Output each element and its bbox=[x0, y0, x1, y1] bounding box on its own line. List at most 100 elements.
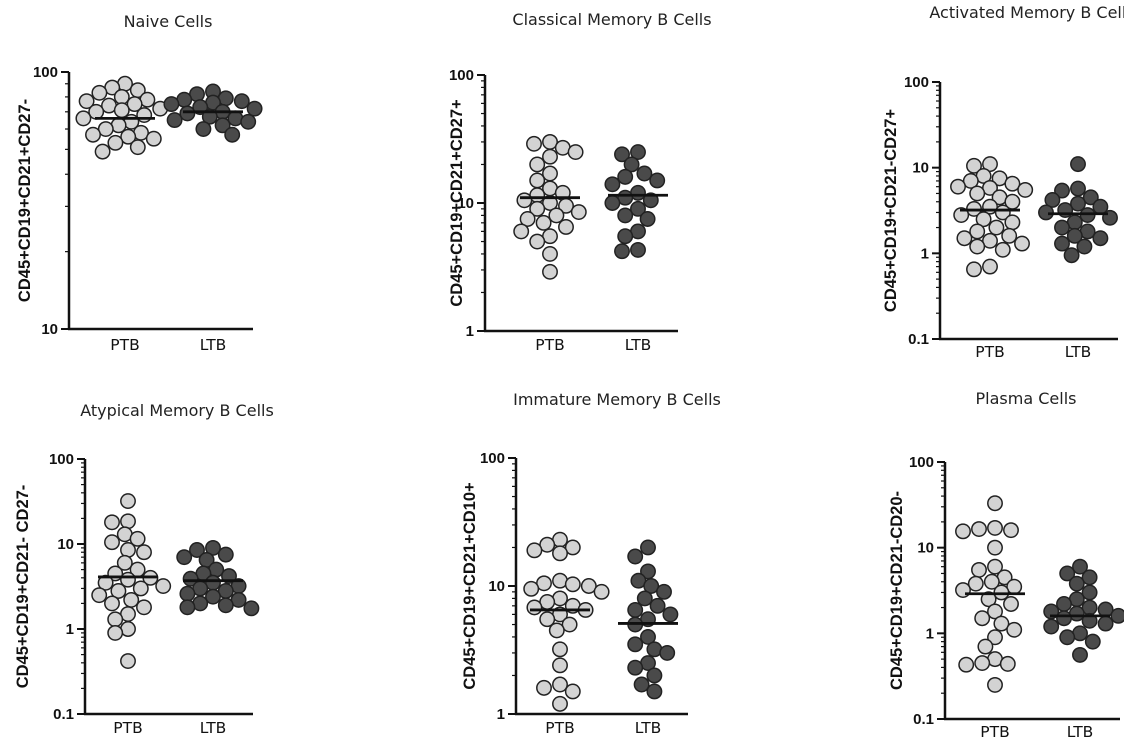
data-point-ptb bbox=[526, 599, 543, 616]
data-point-ptb bbox=[129, 530, 146, 547]
data-point-ltb bbox=[1054, 182, 1070, 199]
data-point-ltb bbox=[1070, 156, 1086, 173]
panel-2: Classical Memory B Cells CD45+CD19+CD21+C… bbox=[448, 10, 712, 354]
x-category-label: LTB bbox=[200, 336, 227, 354]
data-point-ltb bbox=[627, 601, 644, 618]
data-point-ltb bbox=[1092, 230, 1109, 247]
data-point-ltb bbox=[649, 172, 666, 189]
y-tick-label: 10 bbox=[488, 578, 505, 595]
data-point-ptb bbox=[987, 629, 1003, 646]
data-point-ptb bbox=[999, 655, 1016, 672]
data-point-ltb bbox=[643, 578, 660, 594]
data-point-ptb bbox=[1006, 621, 1023, 638]
data-point-ptb bbox=[1003, 596, 1019, 612]
data-point-ptb bbox=[136, 599, 152, 616]
data-point-ltb bbox=[646, 683, 663, 700]
data-point-ptb bbox=[955, 523, 971, 540]
data-point-ptb bbox=[91, 587, 108, 604]
data-point-ltb bbox=[179, 585, 196, 602]
data-point-ltb bbox=[604, 195, 621, 211]
data-point-ptb bbox=[993, 615, 1010, 632]
data-point-ptb bbox=[548, 622, 565, 639]
y-tick-label: 100 bbox=[449, 67, 474, 84]
panel-title: Immature Memory B Cells bbox=[513, 390, 721, 409]
data-point-ptb bbox=[516, 192, 533, 209]
y-axis-label: CD45+CD19+CD21+CD27+ bbox=[448, 99, 466, 306]
data-point-ltb bbox=[233, 93, 250, 110]
y-tick-label: 10 bbox=[912, 160, 929, 177]
data-point-ltb bbox=[1066, 227, 1083, 244]
data-point-ltb bbox=[640, 539, 656, 556]
data-point-ptb bbox=[1014, 235, 1030, 252]
data-point-ltb bbox=[166, 112, 183, 129]
data-point-ptb bbox=[120, 128, 137, 145]
data-point-ltb bbox=[176, 549, 193, 566]
data-point-ptb bbox=[529, 200, 546, 217]
data-point-ptb bbox=[974, 655, 991, 671]
data-point-ptb bbox=[539, 611, 556, 628]
panel-title: Plasma Cells bbox=[976, 389, 1077, 408]
panel-3: Activated Memory B Cells CD45+CD19+CD21-C… bbox=[882, 3, 1124, 361]
data-point-ptb bbox=[988, 219, 1005, 236]
data-point-ptb bbox=[980, 591, 997, 608]
data-point-ptb bbox=[967, 575, 984, 592]
y-tick-label: 100 bbox=[33, 64, 58, 81]
data-point-ptb bbox=[145, 130, 162, 147]
data-point-ltb bbox=[1072, 646, 1088, 663]
data-point-ptb bbox=[567, 144, 584, 161]
data-point-ltb bbox=[1076, 238, 1093, 255]
data-point-ltb bbox=[630, 241, 646, 258]
data-point-ltb bbox=[182, 570, 199, 587]
y-tick-label: 10 bbox=[41, 321, 58, 338]
data-point-ptb bbox=[956, 230, 973, 247]
y-axis-label: CD45+CD19+CD21-CD27+ bbox=[882, 109, 900, 312]
data-point-ptb bbox=[1004, 214, 1021, 231]
data-point-ptb bbox=[987, 558, 1003, 575]
data-point-ltb bbox=[224, 126, 241, 143]
y-tick-label: 100 bbox=[480, 450, 505, 467]
data-point-ptb bbox=[75, 110, 92, 127]
data-point-ltb bbox=[1084, 633, 1101, 650]
data-point-ptb bbox=[966, 157, 982, 174]
data-point-ltb bbox=[636, 590, 653, 607]
data-point-ptb bbox=[1003, 522, 1019, 539]
data-point-ptb bbox=[513, 223, 530, 240]
data-point-ptb bbox=[552, 641, 568, 658]
data-point-ltb bbox=[659, 644, 676, 661]
data-point-ptb bbox=[104, 595, 120, 612]
data-point-ltb bbox=[205, 588, 221, 605]
x-category-label: LTB bbox=[200, 719, 227, 737]
data-point-ltb bbox=[179, 599, 196, 616]
data-point-ltb bbox=[1059, 565, 1076, 582]
data-point-ptb bbox=[966, 261, 982, 278]
data-point-ptb bbox=[529, 172, 546, 189]
panel-title: Atypical Memory B Cells bbox=[80, 401, 274, 420]
data-point-ptb bbox=[983, 573, 1000, 590]
data-point-ptb bbox=[564, 539, 581, 556]
data-point-ptb bbox=[116, 554, 133, 571]
x-category-label: PTB bbox=[975, 343, 1004, 361]
data-point-ptb bbox=[542, 148, 558, 165]
data-point-ptb bbox=[982, 258, 998, 275]
data-point-ltb bbox=[604, 176, 621, 193]
x-category-label: PTB bbox=[110, 336, 139, 354]
y-tick-label: 0.1 bbox=[53, 706, 74, 723]
data-point-ptb bbox=[969, 238, 986, 255]
panel-1: Naive Cells CD45+CD19+CD21+CD27- 10 100 PTB L… bbox=[16, 12, 263, 354]
y-tick-label: 1 bbox=[66, 621, 74, 638]
data-point-ltb bbox=[205, 539, 221, 556]
y-tick-label: 100 bbox=[49, 451, 74, 468]
y-axis-label: CD45+CD19+CD21+CD10+ bbox=[461, 482, 479, 689]
data-point-ptb bbox=[987, 519, 1003, 536]
data-point-ptb bbox=[529, 233, 546, 250]
y-tick-label: 0.1 bbox=[908, 331, 929, 348]
data-point-ptb bbox=[113, 88, 130, 105]
data-point-ptb bbox=[523, 580, 540, 597]
data-point-ptb bbox=[113, 102, 130, 119]
data-point-ltb bbox=[614, 243, 630, 260]
data-point-ptb bbox=[94, 143, 111, 160]
x-category-label: PTB bbox=[113, 719, 142, 737]
data-point-ptb bbox=[969, 185, 986, 202]
data-point-ltb bbox=[627, 548, 644, 565]
